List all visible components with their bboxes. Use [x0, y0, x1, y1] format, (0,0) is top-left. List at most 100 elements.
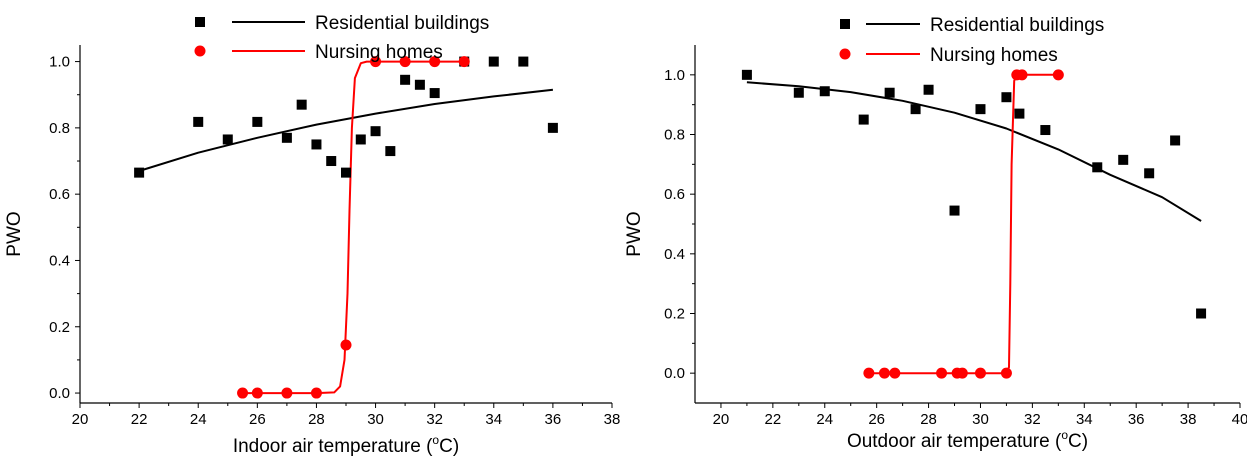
x-tick-label: 34	[485, 411, 502, 428]
data-point-nursing	[340, 339, 352, 351]
x-axis-title: Outdoor air temperature (oC)	[847, 428, 1088, 452]
x-tick-label: 38	[1180, 411, 1197, 428]
x-tick-label: 36	[1128, 411, 1145, 428]
data-point-nursing	[370, 56, 382, 68]
x-tick-label: 28	[920, 411, 937, 428]
data-point-residential	[1040, 125, 1051, 136]
data-point-residential	[741, 69, 752, 80]
data-point-nursing	[399, 56, 411, 68]
legend-label: Nursing homes	[315, 42, 443, 63]
data-point-residential	[193, 116, 204, 127]
fit-line-residential	[746, 81, 1202, 222]
data-point-residential	[923, 84, 934, 95]
data-point-residential	[311, 139, 322, 150]
data-point-residential	[1001, 92, 1012, 103]
x-tick-label: 32	[426, 411, 443, 428]
data-point-residential	[1196, 308, 1207, 319]
data-point-residential	[1170, 135, 1181, 146]
x-tick-label: 40	[1232, 411, 1247, 428]
y-tick-label: 0.8	[664, 127, 685, 144]
y-tick-label: 0.8	[49, 120, 70, 137]
data-point-residential	[488, 56, 499, 67]
y-tick-label: 0.0	[49, 385, 70, 402]
chart-panel-2: 20 22 24 26 28 30 32 34 36 38 40 0.0 0.2 0.4 0.6 0.8 1.0…	[624, 15, 1247, 452]
data-point-nursing	[936, 367, 948, 379]
legend-marker-nursing	[839, 48, 851, 60]
data-point-residential	[400, 74, 411, 85]
data-point-residential	[222, 134, 233, 145]
x-tick-label: 22	[765, 411, 782, 428]
x-tick-label: 20	[72, 411, 89, 428]
y-tick-label: 0.0	[664, 365, 685, 382]
legend-label: Residential buildings	[315, 13, 489, 34]
x-tick-label: 34	[1076, 411, 1093, 428]
data-point-residential	[414, 79, 425, 90]
data-point-residential	[296, 99, 307, 110]
fit-line-residential	[138, 88, 554, 172]
data-point-residential	[134, 167, 145, 178]
y-tick-label: 0.2	[49, 319, 70, 336]
x-tick-label: 26	[249, 411, 266, 428]
data-point-nursing	[281, 387, 293, 399]
fit-line-nursing	[242, 60, 465, 395]
data-point-residential	[1092, 162, 1103, 173]
data-point-nursing	[878, 367, 890, 379]
y-tick-label: 1.0	[664, 67, 685, 84]
x-tick-label: 38	[604, 411, 621, 428]
x-tick-label: 22	[131, 411, 148, 428]
data-point-residential	[547, 122, 558, 133]
data-point-residential	[858, 114, 869, 125]
data-point-residential	[1144, 168, 1155, 179]
legend-label: Nursing homes	[930, 45, 1058, 66]
x-tick-label: 32	[1024, 411, 1041, 428]
x-tick-label: 30	[367, 411, 384, 428]
data-point-residential	[341, 167, 351, 178]
data-point-residential	[1118, 154, 1129, 165]
x-tick-label: 26	[868, 411, 885, 428]
x-tick-label: 20	[713, 411, 730, 428]
x-tick-label: 28	[308, 411, 325, 428]
y-tick-label: 1.0	[49, 54, 70, 71]
x-tick-label: 24	[190, 411, 207, 428]
x-tick-label: 24	[816, 411, 833, 428]
legend-marker-nursing	[194, 45, 206, 57]
x-tick-label: 36	[545, 411, 562, 428]
y-tick-label: 0.6	[49, 186, 70, 203]
data-point-residential	[518, 56, 529, 67]
data-point-residential	[370, 126, 381, 137]
data-point-nursing	[251, 387, 263, 399]
y-tick-label: 0.4	[664, 246, 685, 263]
data-point-residential	[429, 88, 440, 99]
legend-marker-residential	[840, 19, 850, 29]
data-point-residential	[793, 87, 804, 98]
data-point-nursing	[310, 387, 322, 399]
data-point-residential	[884, 87, 895, 98]
data-point-residential	[949, 205, 960, 216]
x-axis-title: Indoor air temperature (oC)	[233, 433, 459, 457]
y-tick-label: 0.6	[664, 186, 685, 203]
data-point-residential	[910, 104, 921, 115]
data-point-residential	[819, 86, 830, 97]
legend-label: Residential buildings	[930, 15, 1104, 36]
data-point-residential	[281, 132, 292, 143]
fit-line-nursing	[868, 73, 1059, 375]
data-point-residential	[385, 146, 396, 157]
chart-panel-1: 20 22 24 26 28 30 32 34 36 38 0.0 0.2 0.4 0.6 0.8 1.0 PW…	[4, 13, 620, 457]
data-point-nursing	[429, 56, 441, 68]
data-point-residential	[975, 104, 986, 115]
data-point-nursing	[1016, 69, 1028, 81]
y-axis-title: PWO	[4, 211, 25, 256]
x-tick-label: 30	[972, 411, 989, 428]
data-point-nursing	[863, 367, 875, 379]
data-point-residential	[326, 156, 337, 167]
y-tick-label: 0.2	[664, 306, 685, 323]
data-point-residential	[1014, 108, 1025, 119]
data-point-nursing	[1052, 69, 1064, 81]
data-point-residential	[355, 134, 366, 145]
data-point-nursing	[974, 367, 986, 379]
y-tick-label: 0.4	[49, 252, 70, 269]
data-point-nursing	[1000, 367, 1012, 379]
legend-marker-residential	[195, 17, 205, 27]
data-point-residential	[252, 116, 263, 127]
